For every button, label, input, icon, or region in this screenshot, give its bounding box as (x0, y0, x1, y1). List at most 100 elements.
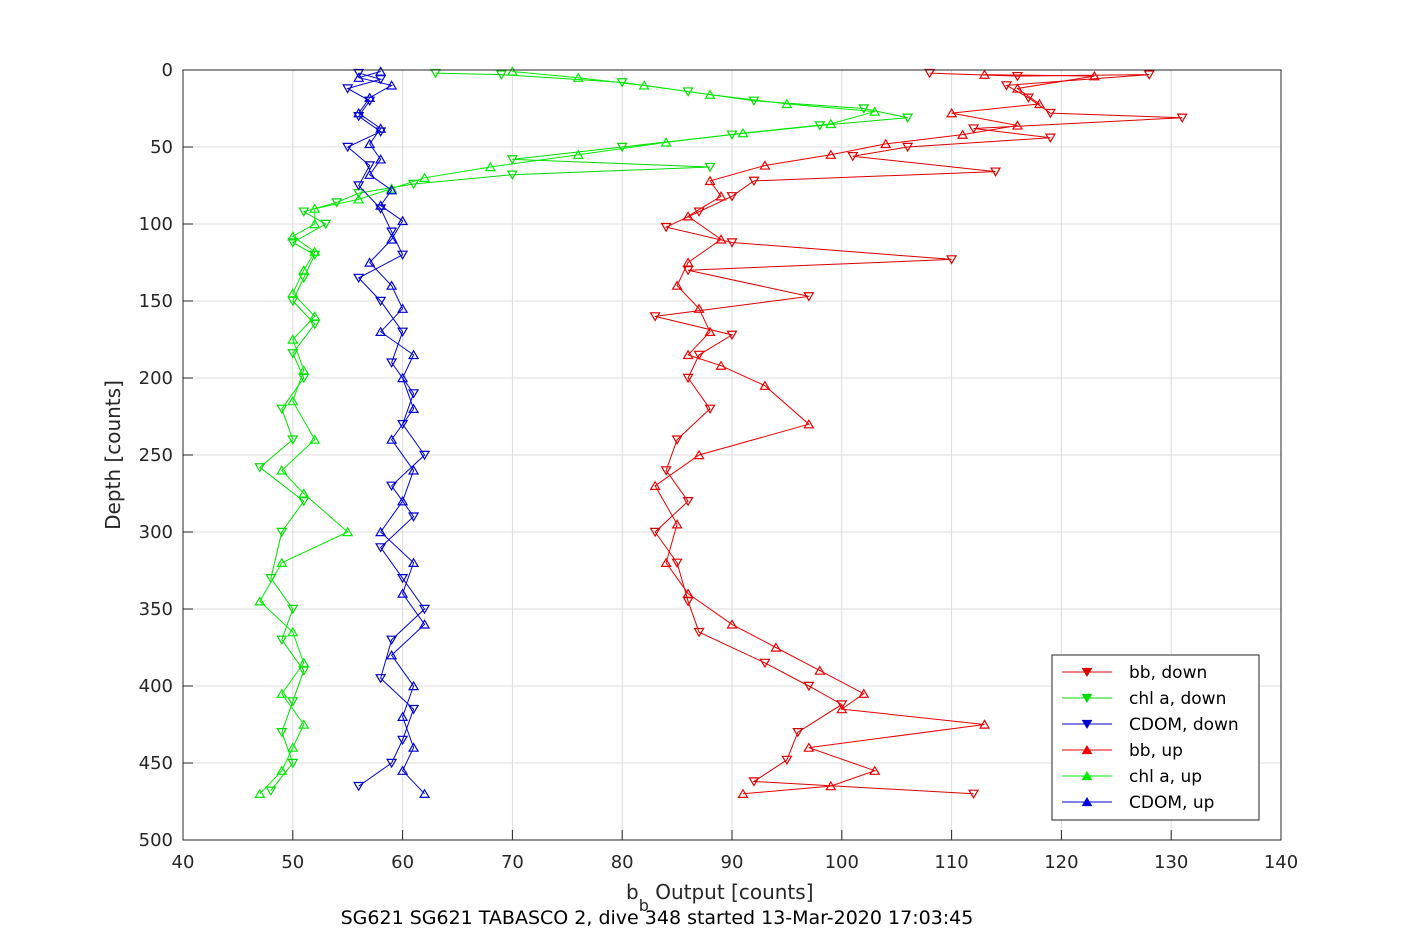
data-point (364, 138, 376, 149)
data-point (978, 719, 991, 729)
data-point (693, 627, 705, 638)
data-point (814, 665, 826, 675)
series-5 (353, 66, 431, 799)
legend-entry-label: chl a, down (1129, 689, 1226, 709)
data-point (1011, 120, 1024, 130)
y-tick-label: 250 (139, 445, 173, 466)
data-point (364, 169, 376, 179)
data-point (265, 786, 277, 796)
legend-marker (1081, 719, 1093, 730)
data-point (781, 98, 793, 109)
data-point (397, 573, 409, 584)
data-point (276, 465, 288, 475)
x-tick-label: 100 (825, 852, 859, 873)
data-point (638, 80, 650, 90)
data-point (397, 327, 409, 338)
data-point (506, 170, 518, 180)
data-point (572, 149, 584, 159)
data-point (1000, 81, 1013, 91)
x-tick-label: 130 (1154, 852, 1188, 873)
data-point (748, 96, 760, 107)
x-tick-labels: 40 50 60 70 80 90 100 110 120 130 140 (172, 852, 1299, 873)
data-point (375, 526, 387, 537)
data-point (715, 360, 727, 370)
legend-entry-label: chl a, up (1129, 767, 1202, 787)
data-point (946, 107, 958, 118)
data-point (572, 72, 584, 82)
data-point (506, 66, 518, 76)
data-point (726, 619, 738, 629)
data-point (298, 264, 310, 275)
data-point (1033, 98, 1045, 109)
data-point (825, 118, 837, 129)
series-layer (254, 66, 1188, 800)
data-point (397, 765, 409, 775)
data-point (506, 155, 518, 165)
data-point (375, 154, 387, 164)
data-point (298, 207, 310, 217)
data-point (254, 463, 266, 473)
data-point (737, 127, 749, 138)
data-point (397, 250, 409, 261)
data-point (375, 200, 387, 210)
data-point (386, 358, 398, 368)
data-point (386, 234, 398, 244)
data-point (1011, 83, 1024, 93)
data-point (880, 138, 892, 149)
series-1 (254, 68, 914, 796)
data-point (287, 395, 299, 406)
series-line (654, 72, 1183, 795)
data-point (397, 303, 409, 313)
data-point (353, 781, 365, 792)
data-point (298, 719, 310, 729)
data-point (408, 179, 420, 190)
y-tick-label: 0 (162, 60, 173, 81)
data-point (276, 404, 288, 415)
data-point (1176, 113, 1188, 123)
data-point (386, 635, 398, 646)
data-point (364, 161, 376, 171)
data-point (419, 450, 431, 461)
x-tick-label: 40 (172, 852, 195, 873)
data-point (704, 326, 716, 336)
data-point (309, 246, 321, 256)
data-point (386, 481, 398, 492)
y-tick-label: 400 (139, 676, 173, 697)
data-point (287, 758, 299, 769)
data-point (649, 312, 661, 322)
data-point (671, 280, 683, 290)
data-point (342, 142, 354, 153)
data-point (924, 68, 936, 79)
data-point (287, 334, 299, 344)
data-point (704, 89, 716, 99)
data-point (309, 218, 321, 229)
data-point (320, 219, 332, 230)
legend-marker (1081, 693, 1093, 704)
x-tick-label: 120 (1044, 852, 1078, 873)
x-axis-label: bb Output [counts] (626, 880, 814, 915)
data-point (660, 466, 672, 476)
data-point (353, 194, 365, 204)
legend: bb, down chl a, down CDOM, down bb, up chl a… (1051, 654, 1260, 821)
y-tick-label: 100 (139, 214, 173, 235)
x-tick-label: 90 (721, 852, 744, 873)
data-point (287, 626, 299, 637)
y-tick-label: 150 (139, 291, 173, 312)
data-point (803, 681, 815, 692)
data-point (1088, 70, 1100, 81)
data-point (397, 372, 409, 383)
data-point (858, 104, 870, 114)
legend-marker (1081, 744, 1093, 755)
data-point (781, 755, 793, 766)
y-tick-label: 350 (139, 599, 173, 620)
data-point (287, 604, 299, 615)
data-point (616, 142, 628, 153)
data-point (770, 642, 782, 652)
data-point (978, 69, 991, 79)
series-line (259, 71, 875, 795)
data-point (276, 527, 288, 538)
x-axis-label-subscript: b (639, 896, 649, 915)
data-point (682, 588, 694, 598)
data-point (386, 227, 398, 237)
data-point (408, 403, 420, 413)
